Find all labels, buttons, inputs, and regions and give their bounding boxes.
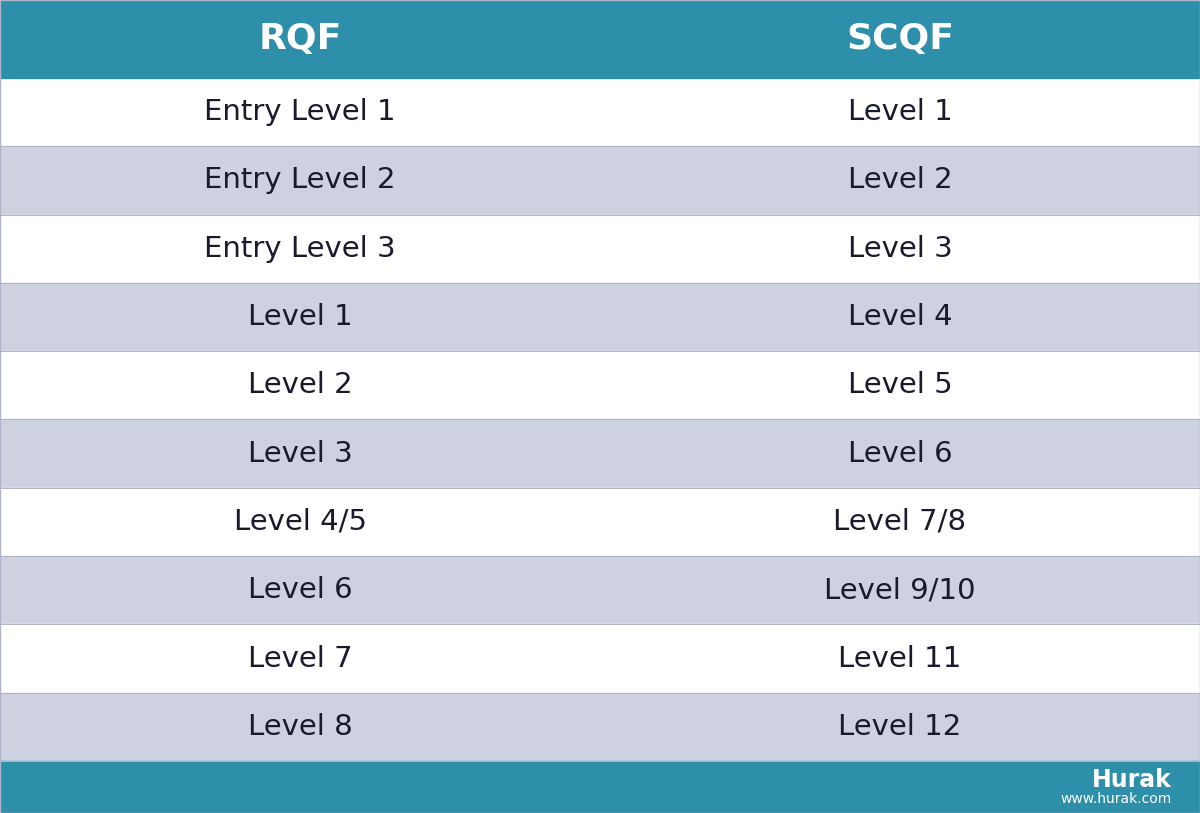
Text: SCQF: SCQF: [846, 22, 954, 56]
Bar: [0, 556, 1200, 624]
Text: Level 8: Level 8: [247, 713, 353, 741]
Bar: [0, 624, 1200, 693]
Bar: [0, 0, 600, 78]
Text: Level 4/5: Level 4/5: [234, 508, 366, 536]
Bar: [0, 420, 1200, 488]
Text: Level 4: Level 4: [847, 303, 953, 331]
Text: Level 12: Level 12: [839, 713, 961, 741]
Text: Level 11: Level 11: [839, 645, 961, 672]
Text: Entry Level 3: Entry Level 3: [204, 235, 396, 263]
Bar: [0, 283, 1200, 351]
Bar: [0, 488, 1200, 556]
Bar: [0, 761, 1200, 813]
Text: Level 1: Level 1: [847, 98, 953, 126]
Text: Level 2: Level 2: [847, 167, 953, 194]
Bar: [600, 0, 1200, 78]
Bar: [0, 215, 1200, 283]
Text: Level 3: Level 3: [247, 440, 353, 467]
Text: Level 6: Level 6: [847, 440, 953, 467]
Text: Level 5: Level 5: [847, 372, 953, 399]
Text: RQF: RQF: [258, 22, 342, 56]
Text: Level 2: Level 2: [247, 372, 353, 399]
Text: Entry Level 1: Entry Level 1: [204, 98, 396, 126]
Bar: [0, 78, 1200, 146]
Text: Level 1: Level 1: [247, 303, 353, 331]
Bar: [0, 693, 1200, 761]
Text: Level 6: Level 6: [247, 576, 353, 604]
Text: Level 9/10: Level 9/10: [824, 576, 976, 604]
Text: Level 7: Level 7: [247, 645, 353, 672]
Text: Hurak: Hurak: [1092, 768, 1172, 792]
Bar: [0, 146, 1200, 215]
Bar: [0, 351, 1200, 420]
Text: Level 3: Level 3: [847, 235, 953, 263]
Text: Level 7/8: Level 7/8: [834, 508, 966, 536]
Text: Entry Level 2: Entry Level 2: [204, 167, 396, 194]
Text: www.hurak.com: www.hurak.com: [1061, 792, 1172, 806]
